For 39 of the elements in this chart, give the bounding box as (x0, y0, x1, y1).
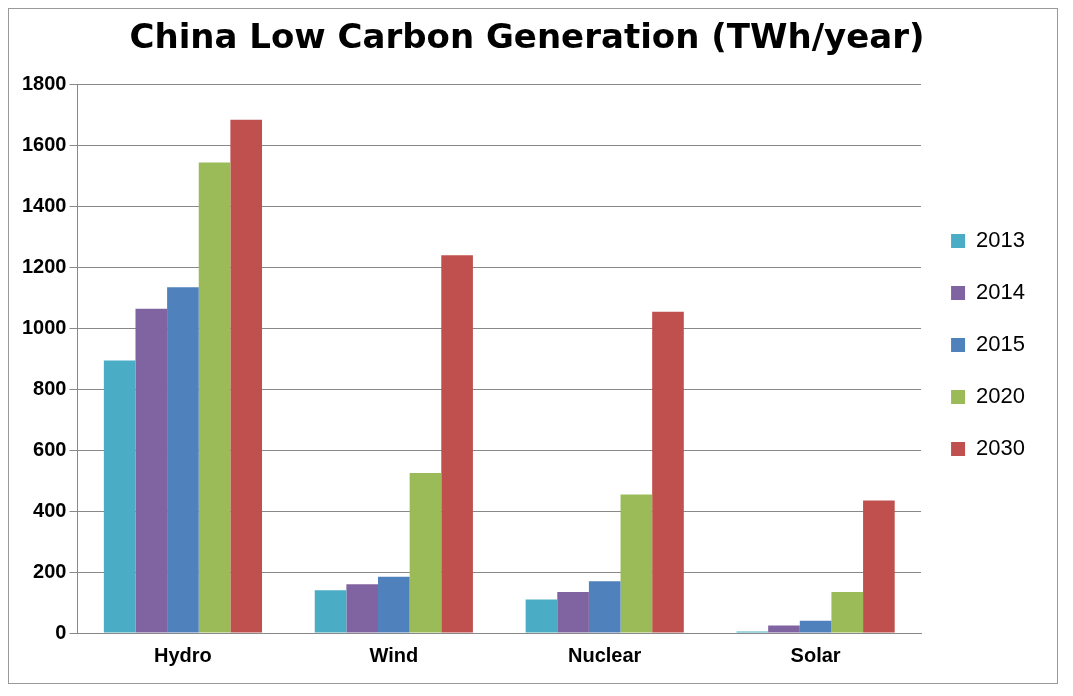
bar (863, 500, 895, 633)
legend-label: 2030 (976, 435, 1026, 461)
bar (314, 590, 347, 633)
x-tick-label: Wind (369, 643, 419, 666)
y-tick-label: 400 (33, 498, 67, 521)
y-tick-label: 800 (33, 376, 67, 399)
bar (831, 591, 864, 633)
bar (620, 494, 653, 633)
y-tick-label: 200 (33, 559, 67, 582)
bar (588, 581, 621, 633)
y-tick-label: 600 (33, 437, 67, 460)
bar (557, 591, 589, 633)
bar (346, 584, 379, 633)
x-tick-label: Hydro (154, 643, 212, 666)
y-tick-label: 1200 (21, 255, 67, 278)
y-tick-label: 1800 (21, 72, 67, 95)
y-tick-label: 1400 (21, 194, 67, 217)
bar (135, 308, 168, 633)
legend-label: 2015 (976, 331, 1026, 357)
bar (525, 599, 558, 633)
bar (167, 287, 199, 633)
x-tick-label: Solar (790, 643, 841, 666)
bar (230, 119, 263, 633)
y-tick-label: 1600 (21, 133, 67, 156)
chart-title: China Low Carbon Generation (TWh/year) (129, 16, 925, 57)
bar (409, 473, 442, 633)
bar (799, 620, 832, 633)
bar (378, 576, 410, 633)
y-tick-label: 0 (55, 620, 67, 643)
legend-label: 2020 (976, 383, 1026, 409)
bar (441, 255, 473, 633)
bar (198, 162, 231, 633)
bar (652, 311, 684, 633)
legend-label: 2013 (976, 227, 1026, 253)
bar (768, 625, 800, 633)
legend-label: 2014 (976, 279, 1026, 305)
y-tick-label: 1000 (21, 315, 67, 338)
bar (103, 360, 136, 633)
x-tick-label: Nuclear (568, 643, 642, 666)
